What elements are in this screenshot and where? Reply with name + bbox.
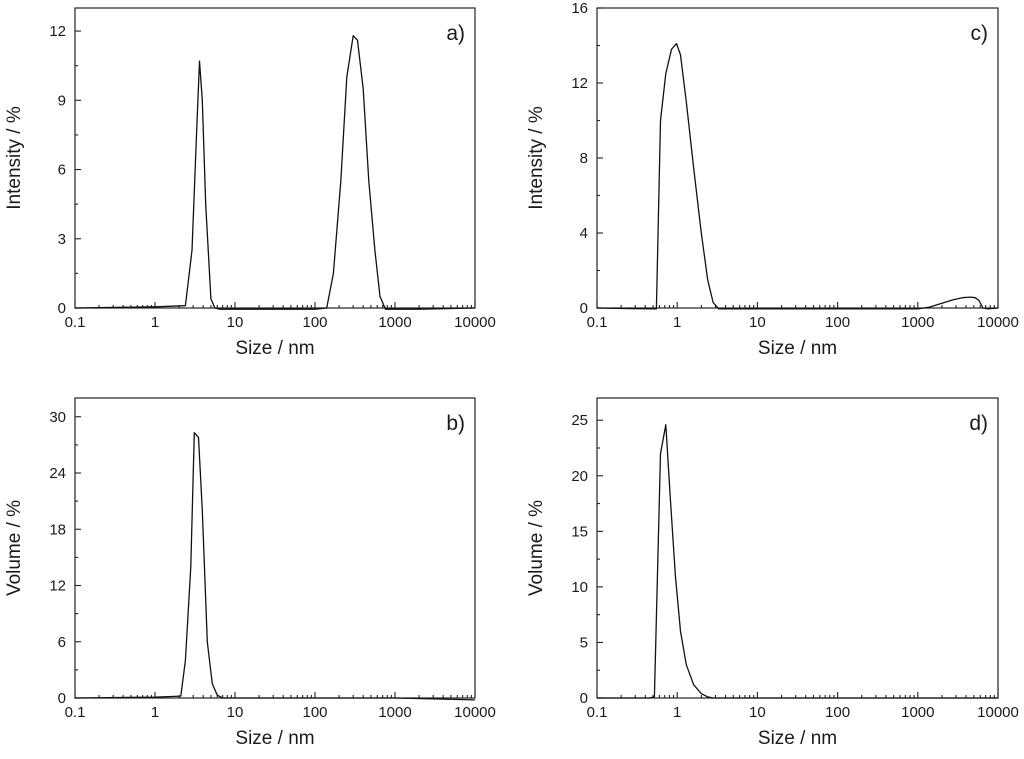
- panel-3-x-tick-label-10000: 10000: [977, 704, 1019, 721]
- panel-2-y-tick-label-0: 0: [580, 300, 588, 317]
- panel-0-y-tick-label-9: 9: [58, 92, 66, 109]
- panel-1-x-tick-label-100: 100: [302, 704, 327, 721]
- panel-0-y-tick-label-0: 0: [58, 300, 66, 317]
- panel-1-y-tick-label-12: 12: [49, 578, 66, 595]
- panel-3-y-tick-label-15: 15: [571, 523, 588, 540]
- panel-0-x-tick-label-1: 1: [151, 314, 159, 331]
- panel-3-y-tick-label-20: 20: [571, 468, 588, 485]
- panel-1-y-tick-label-18: 18: [49, 521, 66, 538]
- panel-3-y-tick-label-25: 25: [571, 412, 588, 429]
- panel-2-panel-label: c): [971, 22, 989, 45]
- panel-0-x-tick-label-0-1: 0.1: [65, 314, 86, 331]
- panel-2-y-tick-label-8: 8: [580, 150, 588, 167]
- panel-1-distribution-curve-0: [74, 432, 476, 701]
- panel-1-x-axis-label: Size / nm: [235, 728, 314, 749]
- panel-b: 0.1 1 10 100 1000 10000 0 6 12 18 24 30 Size / nm Vol…: [4, 397, 496, 749]
- panel-0-panel-label: a): [446, 22, 465, 45]
- panel-0-y-axis-label: Intensity / %: [4, 106, 25, 210]
- panel-3-y-tick-label-0: 0: [580, 690, 588, 707]
- panel-3-panel-label: d): [969, 412, 988, 435]
- panel-2-y-tick-label-16: 16: [571, 0, 588, 17]
- panel-0-x-tick-label-10000: 10000: [454, 314, 496, 331]
- panel-1-x-tick-label-10: 10: [227, 704, 244, 721]
- panel-2-x-axis-label: Size / nm: [758, 338, 837, 359]
- panel-1-x-tick-label-1: 1: [151, 704, 159, 721]
- panel-0-y-tick-label-12: 12: [49, 23, 66, 40]
- panel-1-y-tick-label-6: 6: [58, 634, 66, 651]
- panel-1-y-tick-label-30: 30: [49, 409, 66, 426]
- panel-1-y-tick-label-24: 24: [49, 465, 66, 482]
- panel-3-x-tick-label-1: 1: [673, 704, 681, 721]
- panel-2-y-axis-label: Intensity / %: [526, 106, 547, 210]
- panel-0-plot-frame: [74, 7, 476, 309]
- panel-1-y-tick-label-0: 0: [58, 690, 66, 707]
- panel-2-x-tick-label-1000: 1000: [901, 314, 934, 331]
- panel-2-distribution-curve-0: [596, 42, 999, 310]
- panel-0-x-tick-label-10: 10: [227, 314, 244, 331]
- panel-2-x-tick-label-1: 1: [673, 314, 681, 331]
- panel-3-y-tick-label-5: 5: [580, 634, 588, 651]
- panel-1-panel-label: b): [446, 412, 465, 435]
- panel-3-y-axis-label: Volume / %: [526, 500, 547, 596]
- panel-2-y-tick-label-4: 4: [580, 225, 588, 242]
- panel-0-x-tick-label-100: 100: [302, 314, 327, 331]
- panel-c: 0.1 1 10 100 1000 10000 0 4 8 12 16 Size / nm Intens…: [526, 0, 1019, 359]
- panel-a: 0.1 1 10 100 1000 10000 0 3 6 9 12 Size / nm Intensi…: [4, 7, 496, 359]
- panel-0-distribution-curve-0: [74, 35, 476, 310]
- panel-0-x-axis-label: Size / nm: [235, 338, 314, 359]
- panel-3-distribution-curve-0: [597, 424, 998, 699]
- panel-0-y-tick-label-3: 3: [58, 231, 66, 248]
- panel-1-y-axis-label: Volume / %: [4, 500, 25, 596]
- panel-2-x-tick-label-10: 10: [749, 314, 766, 331]
- panel-3-x-tick-label-0-1: 0.1: [587, 704, 608, 721]
- panel-3-x-tick-label-1000: 1000: [901, 704, 934, 721]
- panel-3-x-tick-label-100: 100: [825, 704, 850, 721]
- panel-3-x-axis-label: Size / nm: [758, 728, 837, 749]
- panel-3-x-tick-label-10: 10: [749, 704, 766, 721]
- panel-1-x-tick-label-10000: 10000: [454, 704, 496, 721]
- panel-1-x-tick-label-1000: 1000: [378, 704, 411, 721]
- panel-2-x-tick-label-0-1: 0.1: [587, 314, 608, 331]
- panel-2-x-tick-label-100: 100: [825, 314, 850, 331]
- panel-d: 0.1 1 10 100 1000 10000 0 5 10 15 20 25 Size / nm Vol…: [526, 397, 1019, 749]
- panel-3-plot-frame: [596, 397, 999, 699]
- panel-3-y-tick-label-10: 10: [571, 579, 588, 596]
- panel-2-x-tick-label-10000: 10000: [977, 314, 1019, 331]
- panel-1-plot-frame: [74, 397, 476, 699]
- panel-0-y-tick-label-6: 6: [58, 162, 66, 179]
- panel-0-x-tick-label-1000: 1000: [378, 314, 411, 331]
- panel-1-x-tick-label-0-1: 0.1: [65, 704, 86, 721]
- panel-2-y-tick-label-12: 12: [571, 75, 588, 92]
